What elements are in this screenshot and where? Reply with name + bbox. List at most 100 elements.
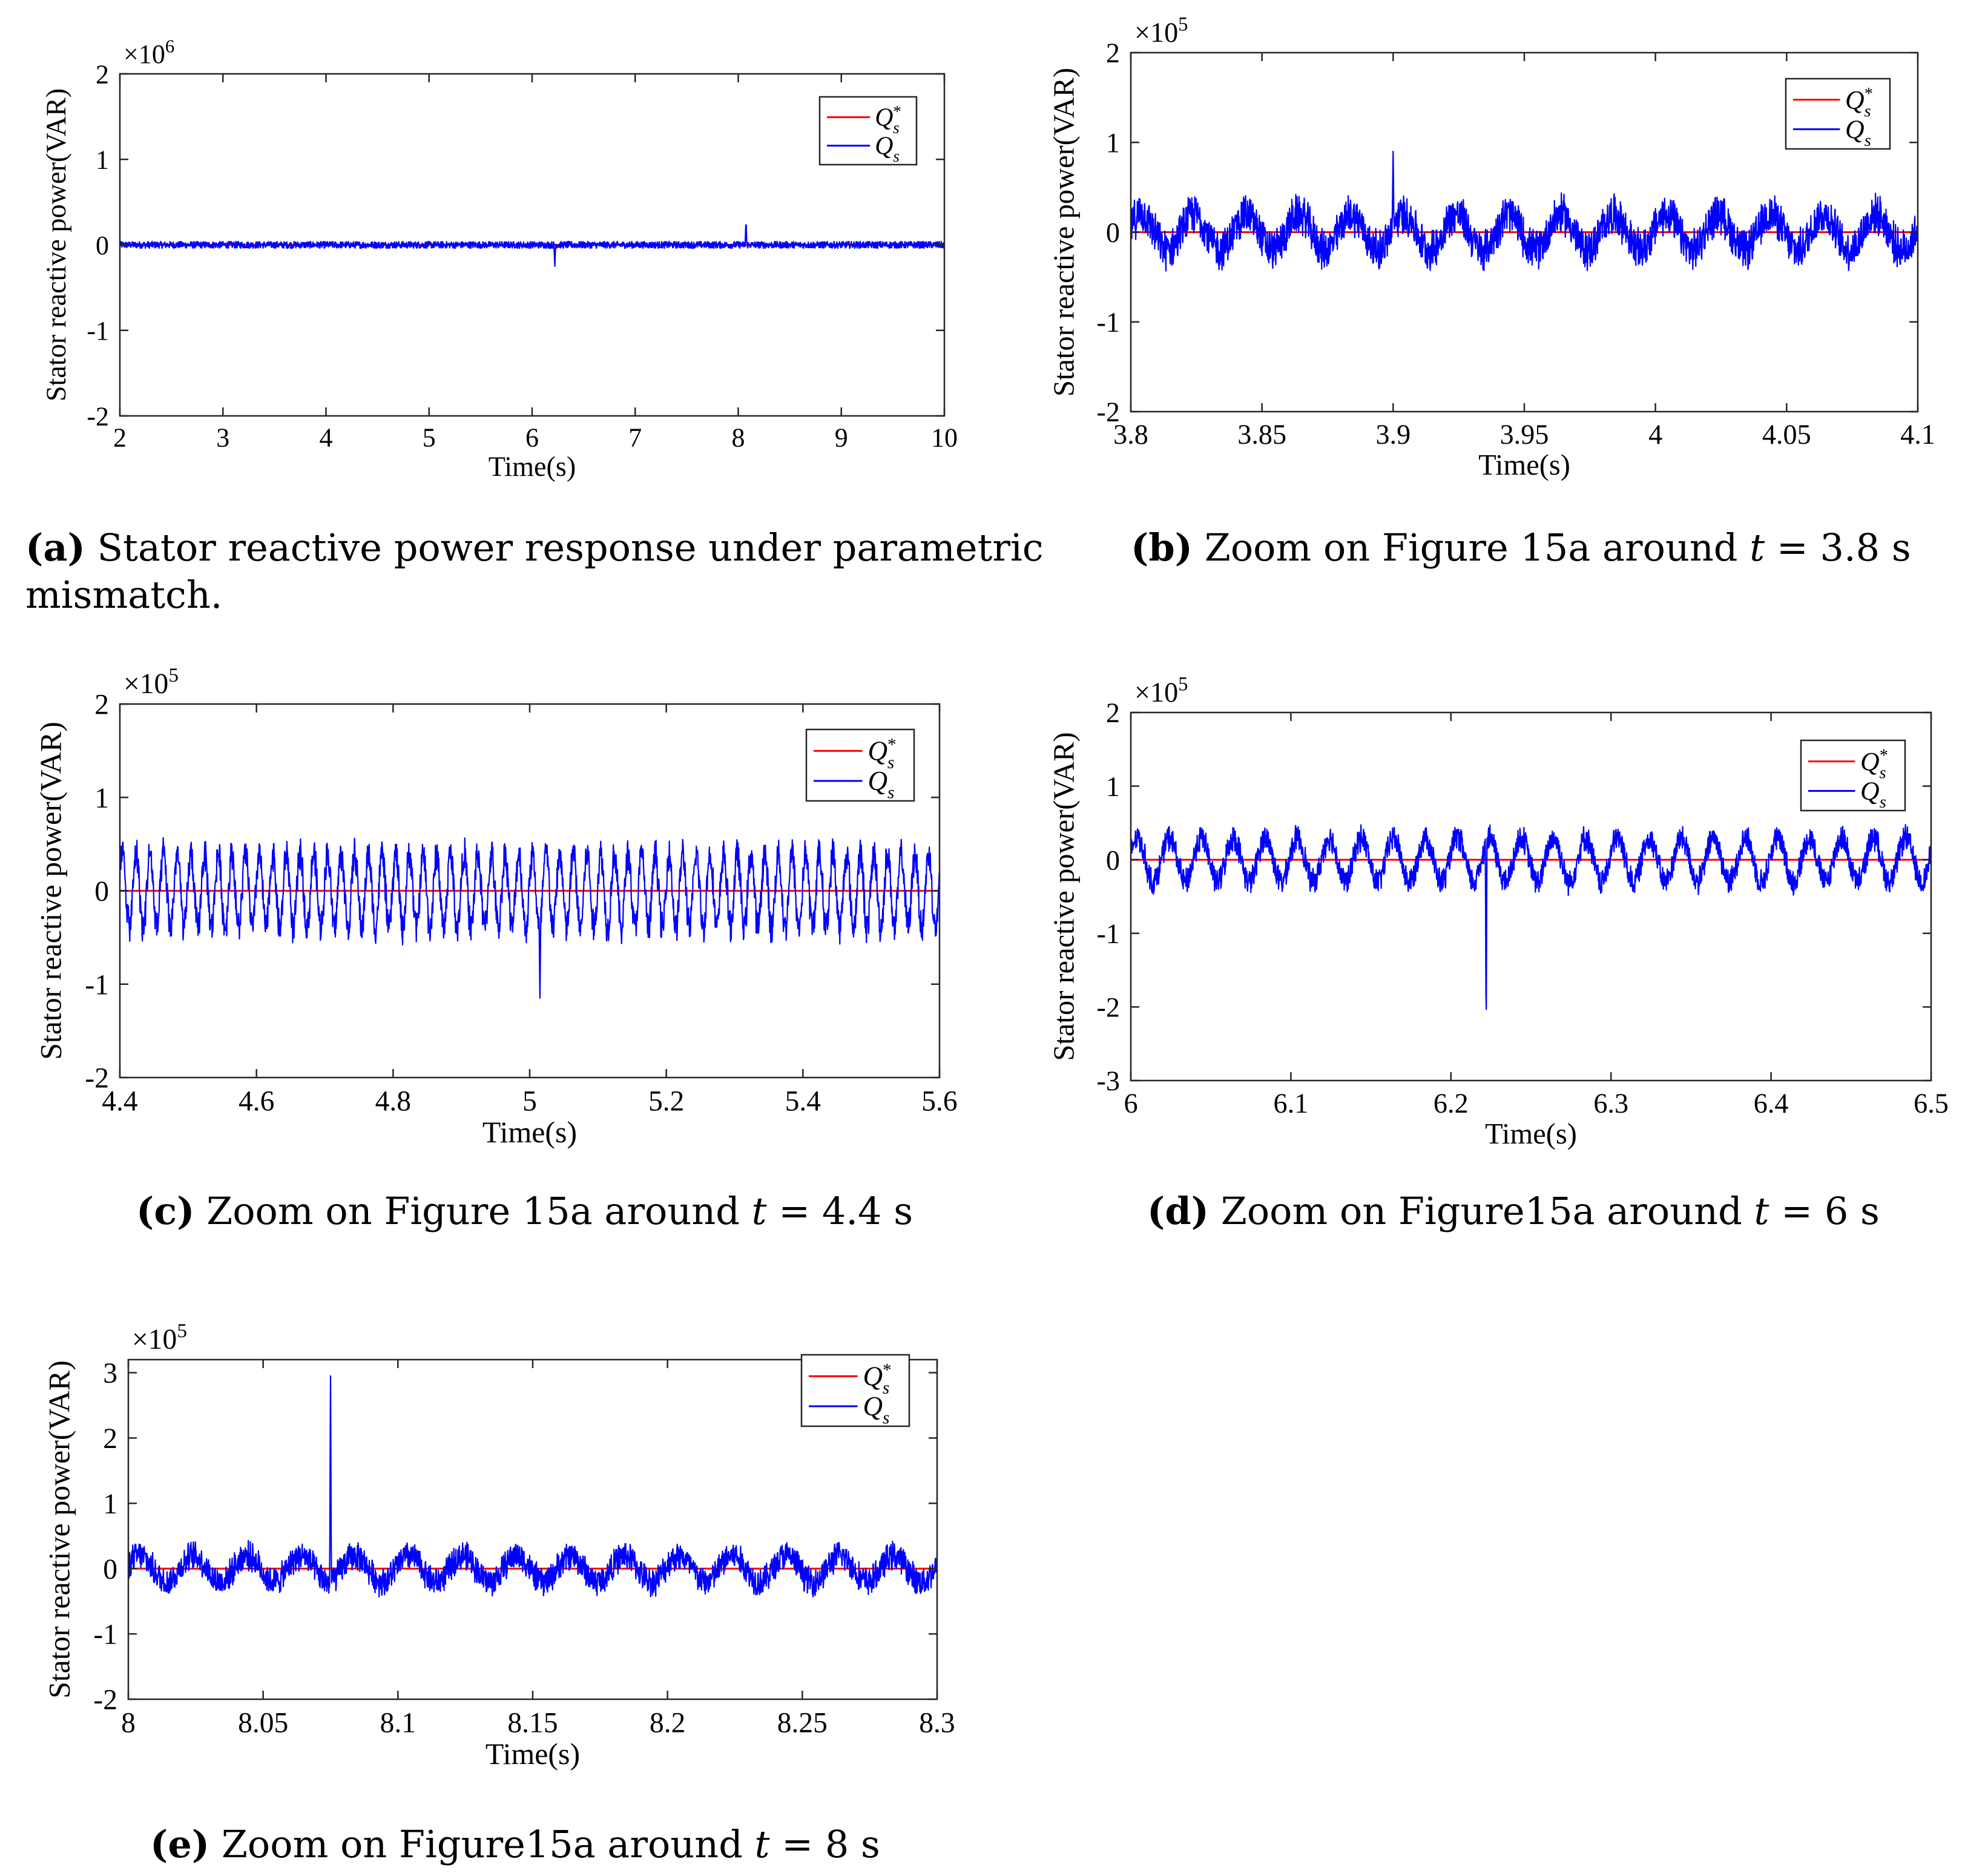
x-tick-label: 6 <box>525 423 539 453</box>
axis-exponent-power: 5 <box>177 1320 187 1342</box>
legend-meas-sub: s <box>887 783 894 802</box>
series-qs-line <box>119 224 945 267</box>
x-tick-label: 2 <box>113 423 127 453</box>
y-axis-label: Stator reactive power(VAR) <box>43 1360 76 1699</box>
y-tick-label: 2 <box>1106 38 1120 68</box>
caption-c-var: t <box>751 1189 767 1233</box>
caption-a-line2: mismatch. <box>25 573 223 617</box>
axis-exponent-label: ×105 <box>123 664 179 700</box>
x-tick-label: 6.4 <box>1754 1088 1789 1119</box>
x-axis-label: Time(s) <box>1478 449 1570 481</box>
legend-box <box>800 1354 910 1427</box>
y-tick-label: -3 <box>1097 1065 1120 1096</box>
x-tick-label: 4.4 <box>102 1086 138 1117</box>
legend-ref-sup: * <box>1880 746 1888 765</box>
x-tick-label: 3.8 <box>1113 419 1148 450</box>
x-tick-label: 8.25 <box>777 1708 828 1739</box>
caption-b-label: (b) <box>1131 525 1193 570</box>
x-tick-label: 4 <box>1648 419 1662 450</box>
chart-panel-b: 3.8 3.85 3.9 3.95 4 4.05 4.1 2 1 0 -1 -2 ×105 Time(s)… <box>1048 13 1935 481</box>
caption-d-var: t <box>1754 1189 1769 1233</box>
legend-ref-sub: s <box>893 119 900 137</box>
y-tick-label: -1 <box>1097 918 1120 949</box>
y-tick-label: 2 <box>96 59 109 89</box>
x-tick-label: 7 <box>628 423 642 453</box>
y-tick-label: -2 <box>1097 397 1120 427</box>
caption-c: (c) Zoom on Figure 15a around t = 4.4 s <box>136 1188 913 1235</box>
x-axis-label: Time(s) <box>489 451 576 482</box>
x-tick-label: 3.9 <box>1375 419 1410 450</box>
legend-ref-sub: s <box>1880 763 1886 782</box>
caption-d-label: (d) <box>1147 1189 1210 1233</box>
x-tick-label: 6.5 <box>1914 1088 1949 1119</box>
caption-b-text: Zoom on Figure 15a around <box>1204 525 1738 570</box>
caption-d: (d) Zoom on Figure15a around t = 6 s <box>1147 1188 1880 1235</box>
legend: Q* sQs <box>1785 77 1891 150</box>
x-tick-label: 6.1 <box>1274 1088 1309 1119</box>
y-tick-label: 0 <box>1106 217 1120 248</box>
x-tick-label: 5.4 <box>785 1086 821 1117</box>
legend-box <box>1785 77 1891 150</box>
y-axis-label: Stator reactive power(VAR) <box>41 88 71 401</box>
x-tick-label: 5 <box>522 1086 537 1117</box>
y-tick-label: -2 <box>87 401 109 431</box>
y-tick-label: -1 <box>93 1619 117 1651</box>
y-tick-label: 0 <box>1106 844 1120 875</box>
caption-b-post: = 3.8 s <box>1776 525 1911 570</box>
caption-e-text: Zoom on Figure15a around <box>221 1822 743 1866</box>
legend-ref-sub: s <box>887 753 894 772</box>
legend-ref-sup: * <box>883 1360 892 1380</box>
x-tick-label: 8.3 <box>919 1708 955 1739</box>
axis-exponent-power: 5 <box>168 664 179 686</box>
y-axis-label: Stator reactive power(VAR) <box>35 722 68 1060</box>
y-tick-label: -1 <box>85 969 109 1001</box>
legend: Q* sQs <box>1800 739 1906 812</box>
series-qs-line <box>1130 151 1919 272</box>
x-tick-label: 8.1 <box>380 1708 416 1739</box>
caption-d-post: = 6 s <box>1781 1189 1880 1233</box>
y-tick-label: 1 <box>96 145 109 175</box>
caption-a-label: (a) <box>25 525 85 570</box>
x-tick-label: 9 <box>835 423 848 453</box>
caption-c-label: (c) <box>136 1189 195 1233</box>
legend-meas-sub: s <box>893 147 900 165</box>
axis-exponent-power: 5 <box>1178 13 1188 35</box>
x-tick-label: 8.15 <box>507 1708 558 1739</box>
legend-ref-label: Q* s <box>863 1360 891 1397</box>
legend: Q* sQs <box>818 96 918 166</box>
axis-exponent-label: ×105 <box>1134 673 1188 708</box>
x-tick-label: 8.05 <box>238 1708 288 1739</box>
y-axis-label: Stator reactive power(VAR) <box>1048 732 1080 1061</box>
x-tick-label: 3.85 <box>1237 419 1286 450</box>
y-tick-label: 2 <box>1106 697 1120 728</box>
legend-box <box>805 728 915 802</box>
caption-a-line1: Stator reactive power response under par… <box>97 525 1044 570</box>
x-tick-label: 4.1 <box>1900 419 1935 450</box>
axis-exponent-power: 5 <box>1178 673 1188 695</box>
x-tick-label: 5.6 <box>921 1086 957 1117</box>
y-tick-label: 1 <box>1106 771 1120 802</box>
y-tick-label: -2 <box>93 1685 117 1716</box>
caption-d-text: Zoom on Figure15a around <box>1220 1189 1742 1233</box>
legend-meas-sub: s <box>1880 793 1886 812</box>
caption-a: (a) Stator reactive power response under… <box>25 524 1044 619</box>
series-qs-line <box>127 1375 938 1598</box>
y-tick-label: 0 <box>103 1554 117 1585</box>
axis-exponent-label: ×105 <box>132 1320 187 1355</box>
legend-meas-sub: s <box>1865 131 1871 150</box>
legend: Q* sQs <box>800 1354 910 1427</box>
legend: Q* sQs <box>805 728 915 802</box>
caption-e-var: t <box>754 1822 770 1866</box>
x-tick-label: 6.3 <box>1593 1088 1628 1119</box>
x-tick-label: 4 <box>320 423 333 453</box>
caption-e-label: (e) <box>150 1822 210 1866</box>
legend-meas-sub: s <box>883 1408 889 1427</box>
axis-exponent-power: 6 <box>165 36 174 56</box>
x-tick-label: 8 <box>121 1708 136 1739</box>
y-tick-label: 3 <box>103 1358 117 1389</box>
y-tick-label: 0 <box>96 231 109 260</box>
caption-b-var: t <box>1749 525 1765 570</box>
caption-e: (e) Zoom on Figure15a around t = 8 s <box>150 1821 880 1868</box>
